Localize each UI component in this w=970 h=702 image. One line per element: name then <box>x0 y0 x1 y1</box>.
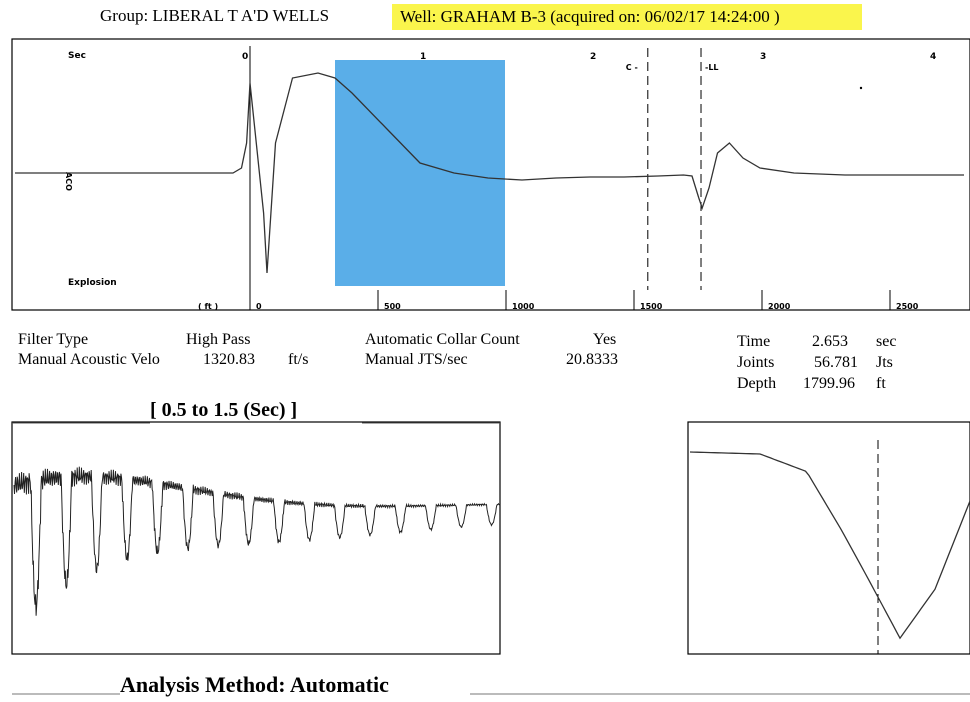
filter-type-label: Filter Type <box>18 331 89 348</box>
auto-collar-count-label: Automatic Collar Count <box>365 331 520 348</box>
explosion-label: Explosion <box>68 278 117 288</box>
depth-unit: ft <box>876 375 886 392</box>
top-ticks: 0 1 2 3 4 <box>242 52 936 62</box>
top-tick-label: 3 <box>760 52 766 62</box>
window-plot-frame <box>11 421 501 655</box>
manual-jts-label: Manual JTS/sec <box>365 351 468 368</box>
bottom-tick-label: 0 <box>256 302 262 311</box>
bottom-tick-label: 2000 <box>768 302 791 311</box>
filter-type-value: High Pass <box>186 331 251 348</box>
marker-label: C - <box>626 63 638 72</box>
marker-label: -LL <box>705 63 719 72</box>
bottom-tick-label: 500 <box>384 302 401 311</box>
time-value: 2.653 <box>812 333 848 350</box>
manual-acoustic-velo-unit: ft/s <box>288 351 309 368</box>
depth-value: 1799.96 <box>803 375 855 392</box>
bottom-ticks: 0 500 1000 1500 2000 2500 <box>249 290 919 311</box>
window-title: [ 0.5 to 1.5 (Sec) ] <box>150 399 298 421</box>
bottom-tick-label: 2500 <box>896 302 919 311</box>
top-tick-label: 1 <box>420 52 426 62</box>
zoom-trace-line <box>689 451 970 640</box>
main-plot-frame <box>11 38 970 311</box>
time-label: Time <box>737 333 771 350</box>
manual-acoustic-velo-value: 1320.83 <box>203 351 255 368</box>
depth-label: Depth <box>737 375 777 392</box>
main-trace-line <box>15 72 964 274</box>
stray-dot <box>859 86 863 90</box>
time-unit: sec <box>876 333 897 350</box>
joints-label: Joints <box>737 354 775 371</box>
selection-window[interactable] <box>335 60 505 286</box>
joints-value: 56.781 <box>814 354 858 371</box>
auto-collar-count-value: Yes <box>593 331 617 348</box>
ft-unit-label: ( ft ) <box>198 302 218 311</box>
manual-jts-value: 20.8333 <box>566 351 618 368</box>
zoom-plot-frame <box>687 421 970 655</box>
top-tick-label: 0 <box>242 52 248 62</box>
bottom-tick-label: 1500 <box>640 302 663 311</box>
top-tick-label: 2 <box>590 52 596 62</box>
group-label: Group: LIBERAL T A'D WELLS <box>100 6 330 25</box>
markers: C - -LL <box>626 48 719 290</box>
joints-unit: Jts <box>876 354 893 371</box>
bottom-tick-label: 1000 <box>512 302 535 311</box>
analysis-method-label: Analysis Method: Automatic <box>120 672 389 697</box>
sec-unit-label: Sec <box>68 51 86 61</box>
window-trace-line <box>13 466 501 616</box>
top-tick-label: 4 <box>930 52 936 62</box>
axis-side-label: ACO <box>64 172 73 191</box>
manual-acoustic-velo-label: Manual Acoustic Velo <box>18 351 160 368</box>
well-label: Well: GRAHAM B-3 (acquired on: 06/02/17 … <box>392 4 862 30</box>
